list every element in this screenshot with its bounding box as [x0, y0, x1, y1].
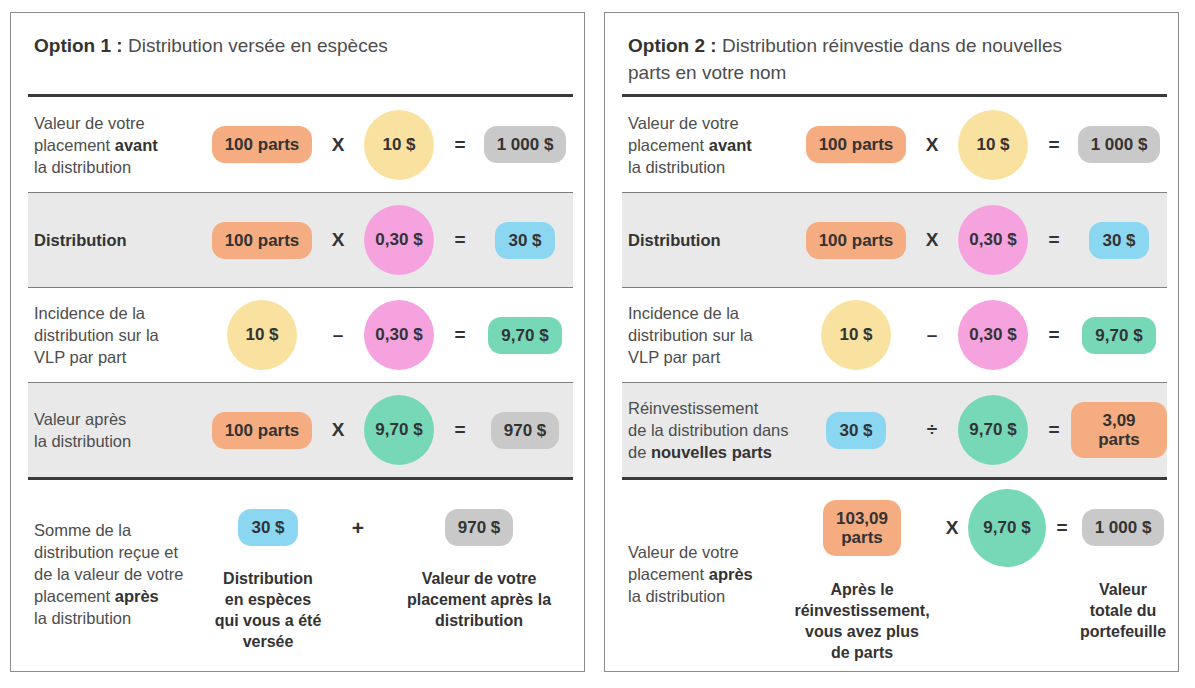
equals-sign: = — [443, 324, 477, 346]
row-distribution: Distribution 100 parts X 0,30 $ = 30 $ — [622, 192, 1167, 287]
total-value-caption: Valeur totale du portefeuille — [1080, 579, 1166, 663]
equals-sign: = — [443, 419, 477, 441]
nav-circle: 10 $ — [821, 300, 891, 370]
equation: 100 parts X 9,70 $ = 970 $ — [203, 395, 573, 465]
panel-option-1: Option 1 : Distribution versée en espèce… — [10, 12, 585, 672]
equals-sign: = — [1047, 486, 1077, 570]
distribution-circle: 0,30 $ — [958, 300, 1028, 370]
units-pill: 100 parts — [806, 126, 907, 163]
distribution-circle: 0,30 $ — [958, 205, 1028, 275]
result-pill: 9,70 $ — [1082, 317, 1155, 354]
cash-distribution-pill: 30 $ — [238, 509, 298, 546]
nav-circle: 10 $ — [958, 110, 1028, 180]
units-pill: 100 parts — [212, 412, 313, 449]
row-label: Valeur de votre placement avant la distr… — [28, 112, 203, 178]
distribution-circle: 0,30 $ — [364, 300, 434, 370]
equation: 100 parts X 0,30 $ = 30 $ — [203, 205, 573, 275]
row-value-before: Valeur de votre placement avant la distr… — [28, 97, 573, 192]
units-pill: 100 parts — [212, 126, 313, 163]
row-value-before: Valeur de votre placement avant la distr… — [622, 97, 1167, 192]
row-label: Incidence de la distribution sur la VLP … — [28, 302, 203, 368]
row-label: Valeur de votre placement avant la distr… — [622, 112, 797, 178]
result-pill: 970 $ — [491, 412, 560, 449]
equals-sign: = — [1037, 134, 1071, 156]
row-label: Réinvestissement de la distribution dans… — [622, 397, 797, 463]
equation: 100 parts X 10 $ = 1 000 $ — [797, 110, 1167, 180]
result-pill: 9,70 $ — [488, 317, 561, 354]
multiply-operator: X — [915, 229, 949, 251]
result-pill: 30 $ — [495, 222, 555, 259]
panel-option-2: Option 2 : Distribution réinvestie dans … — [604, 12, 1179, 672]
distribution-circle: 0,30 $ — [364, 205, 434, 275]
nav-circle: 10 $ — [364, 110, 434, 180]
units-after-caption: Après le réinvestissement, vous avez plu… — [794, 579, 929, 663]
units-after-pill: 103,09 parts — [823, 500, 901, 556]
equals-sign: = — [443, 134, 477, 156]
units-pill: 100 parts — [212, 222, 313, 259]
row-label: Distribution — [622, 229, 797, 251]
two-option-comparison: Option 1 : Distribution versée en espèce… — [0, 0, 1195, 672]
summary-label: Somme de la distribution reçue et de la … — [28, 519, 203, 629]
equation: 30 $ ÷ 9,70 $ = 3,09 parts — [797, 395, 1167, 465]
row-distribution: Distribution 100 parts X 0,30 $ = 30 $ — [28, 192, 573, 287]
equals-sign: = — [1037, 419, 1071, 441]
row-label: Distribution — [28, 229, 203, 251]
equals-sign: = — [1037, 324, 1071, 346]
result-pill: 30 $ — [1089, 222, 1149, 259]
panel-2-title-bold: Option 2 : — [628, 35, 717, 56]
new-nav-circle: 9,70 $ — [968, 489, 1046, 567]
equals-sign: = — [1037, 229, 1071, 251]
row-nav-impact: Incidence de la distribution sur la VLP … — [28, 287, 573, 382]
multiply-operator: X — [321, 134, 355, 156]
divide-operator: ÷ — [915, 419, 949, 441]
panel-2-title: Option 2 : Distribution réinvestie dans … — [622, 13, 1167, 97]
multiply-operator: X — [321, 419, 355, 441]
equation: 100 parts X 0,30 $ = 30 $ — [797, 205, 1167, 275]
total-value-pill: 1 000 $ — [1082, 509, 1165, 546]
summary-section: Somme de la distribution reçue et de la … — [28, 477, 573, 668]
minus-operator: – — [321, 324, 355, 346]
panel-1-title: Option 1 : Distribution versée en espèce… — [28, 13, 573, 97]
equals-sign: = — [443, 229, 477, 251]
new-nav-circle: 9,70 $ — [958, 395, 1028, 465]
multiply-operator: X — [915, 134, 949, 156]
summary-label: Valeur de votre placement après la distr… — [622, 541, 797, 607]
equation: 100 parts X 10 $ = 1 000 $ — [203, 110, 573, 180]
row-value-after: Valeur après la distribution 100 parts X… — [28, 382, 573, 477]
multiply-operator: X — [321, 229, 355, 251]
row-label: Valeur après la distribution — [28, 408, 203, 452]
result-pill: 1 000 $ — [484, 126, 567, 163]
plus-operator: + — [333, 497, 383, 559]
panel-1-title-rest: Distribution versée en espèces — [123, 35, 388, 56]
minus-operator: – — [915, 324, 949, 346]
cash-pill: 30 $ — [826, 412, 886, 449]
units-pill: 100 parts — [806, 222, 907, 259]
result-pill: 3,09 parts — [1071, 402, 1167, 458]
equation: 10 $ – 0,30 $ = 9,70 $ — [797, 300, 1167, 370]
cash-distribution-caption: Distribution en espèces qui vous a été v… — [215, 568, 322, 652]
row-nav-impact: Incidence de la distribution sur la VLP … — [622, 287, 1167, 382]
multiply-operator: X — [937, 486, 967, 570]
row-label: Incidence de la distribution sur la VLP … — [622, 302, 797, 368]
after-value-pill: 970 $ — [445, 509, 514, 546]
new-nav-circle: 9,70 $ — [364, 395, 434, 465]
row-reinvestment: Réinvestissement de la distribution dans… — [622, 382, 1167, 477]
result-pill: 1 000 $ — [1078, 126, 1161, 163]
summary-section: Valeur de votre placement après la distr… — [622, 477, 1167, 668]
equation: 10 $ – 0,30 $ = 9,70 $ — [203, 300, 573, 370]
nav-circle: 10 $ — [227, 300, 297, 370]
after-value-caption: Valeur de votre placement après la distr… — [407, 568, 551, 652]
panel-1-title-bold: Option 1 : — [34, 35, 123, 56]
